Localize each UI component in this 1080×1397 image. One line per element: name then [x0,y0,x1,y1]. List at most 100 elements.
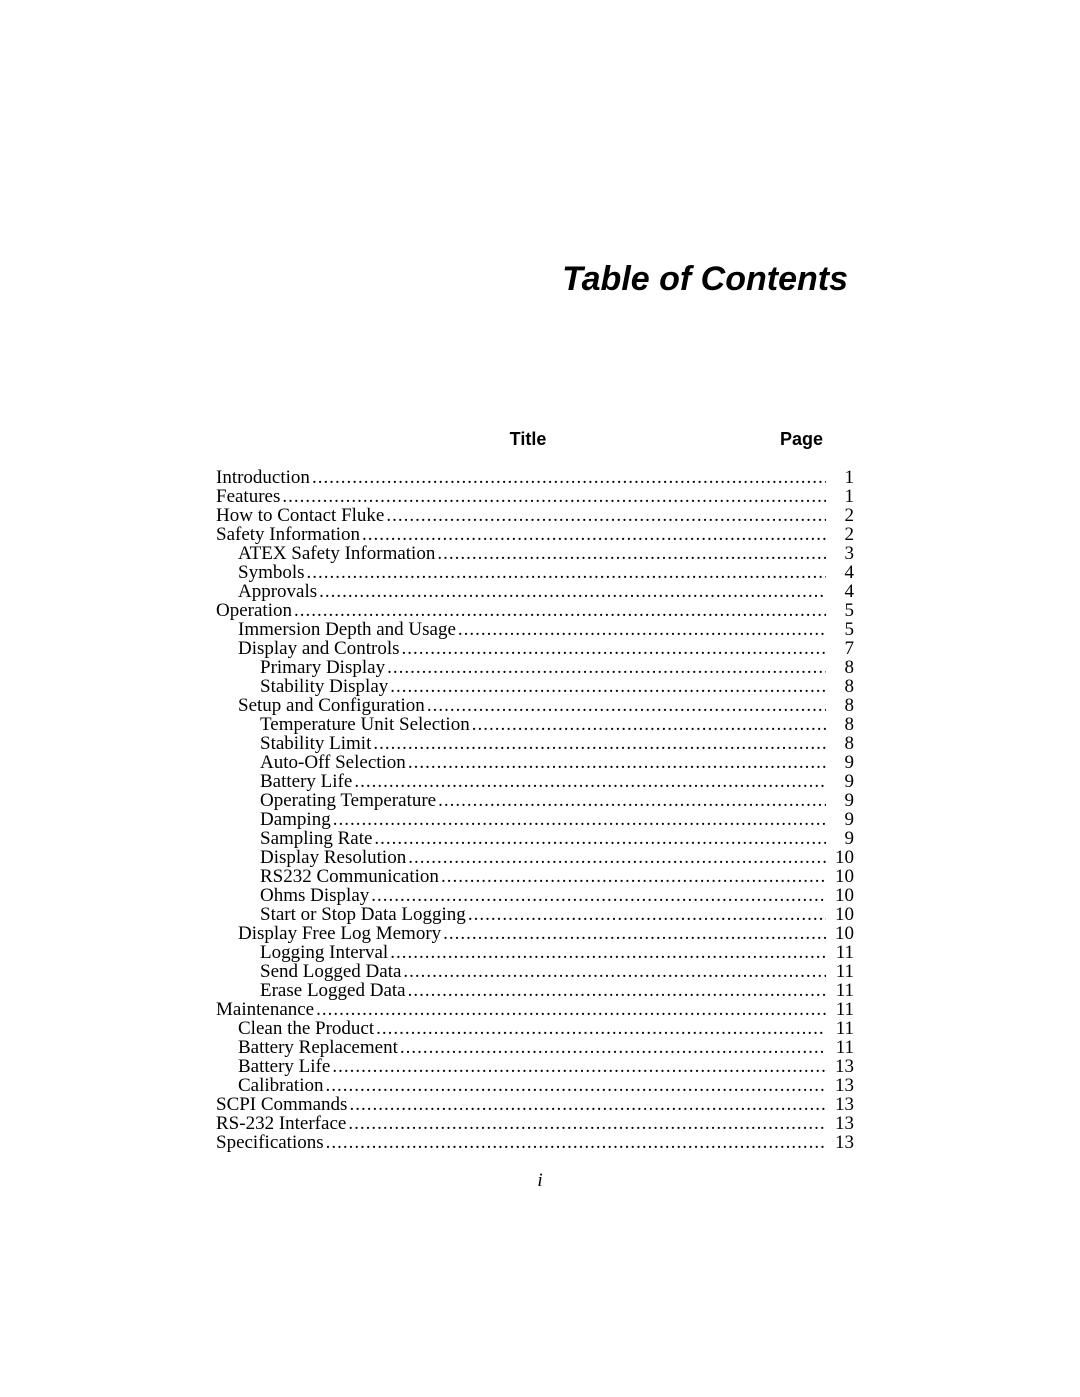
toc-leader-dots [374,1019,826,1038]
toc-leader-dots [310,468,826,487]
toc-entry-label: Logging Interval [216,943,388,962]
toc-entry-page: 11 [826,981,860,1000]
toc-row: How to Contact Fluke2 [216,506,860,525]
toc-row: Stability Display8 [216,677,860,696]
toc-row: Setup and Configuration 8 [216,696,860,715]
toc-entry-page: 13 [826,1114,860,1133]
toc-entry-label: ATEX Safety Information [216,544,435,563]
toc-row: Clean the Product11 [216,1019,860,1038]
toc-leader-dots [360,525,826,544]
toc-entry-label: Erase Logged Data [216,981,406,1000]
toc-row: Battery Life9 [216,772,860,791]
toc-row: Temperature Unit Selection 8 [216,715,860,734]
toc-row: Display Resolution 10 [216,848,860,867]
toc-row: Stability Limit 8 [216,734,860,753]
toc-leader-dots [436,791,826,810]
toc-entry-page: 13 [826,1076,860,1095]
toc-entry-label: Display Free Log Memory [216,924,441,943]
toc-row: Battery Life13 [216,1057,860,1076]
page-title: Table of Contents [216,260,860,299]
toc-leader-dots [346,1114,826,1133]
toc-leader-dots [406,753,826,772]
toc-entry-label: Battery Life [216,772,352,791]
toc-entry-page: 10 [826,924,860,943]
toc-entry-label: Start or Stop Data Logging [216,905,466,924]
toc-leader-dots [439,867,826,886]
toc-leader-dots [400,639,827,658]
toc-entry-page: 9 [826,810,860,829]
toc-entry-label: Ohms Display [216,886,369,905]
toc-leader-dots [384,506,826,525]
toc-entry-page: 13 [826,1095,860,1114]
toc-entry-label: Damping [216,810,331,829]
toc-leader-dots [401,962,826,981]
toc-leader-dots [398,1038,826,1057]
toc-row: Primary Display8 [216,658,860,677]
toc-row: Logging Interval11 [216,943,860,962]
page-number: i [0,1170,1080,1192]
toc-entry-page: 2 [826,506,860,525]
toc-entry-page: 11 [826,1038,860,1057]
toc-entry-label: Maintenance [216,1000,314,1019]
toc-entry-page: 8 [826,734,860,753]
toc-entry-page: 10 [826,848,860,867]
toc-leader-dots [317,582,826,601]
toc-entry-label: Safety Information [216,525,360,544]
toc-entry-label: Auto-Off Selection [216,753,406,772]
toc-entry-page: 9 [826,829,860,848]
toc-row: Approvals4 [216,582,860,601]
toc-leader-dots [372,829,826,848]
toc-entry-page: 8 [826,677,860,696]
toc-row: Operating Temperature9 [216,791,860,810]
toc-row: Start or Stop Data Logging10 [216,905,860,924]
toc-leader-dots [292,601,826,620]
toc-entry-label: Sampling Rate [216,829,372,848]
toc-entry-page: 10 [826,867,860,886]
toc-row: SCPI Commands 13 [216,1095,860,1114]
toc-entry-page: 11 [826,1019,860,1038]
toc-entry-page: 8 [826,715,860,734]
toc-entry-page: 11 [826,962,860,981]
toc-list: Introduction1Features1How to Contact Flu… [216,468,860,1152]
toc-entry-page: 5 [826,620,860,639]
toc-leader-dots [324,1133,826,1152]
toc-row: Symbols4 [216,563,860,582]
toc-entry-page: 8 [826,696,860,715]
toc-entry-label: Display Resolution [216,848,406,867]
toc-row: Battery Replacement 11 [216,1038,860,1057]
toc-leader-dots [388,943,826,962]
toc-entry-page: 2 [826,525,860,544]
toc-entry-page: 11 [826,1000,860,1019]
toc-row: Specifications13 [216,1133,860,1152]
toc-entry-label: Setup and Configuration [216,696,425,715]
toc-entry-page: 1 [826,487,860,506]
toc-entry-label: Calibration [216,1076,323,1095]
toc-entry-label: Temperature Unit Selection [216,715,470,734]
toc-entry-label: Features [216,487,280,506]
toc-entry-label: Immersion Depth and Usage [216,620,456,639]
toc-leader-dots [470,715,826,734]
toc-entry-label: Battery Replacement [216,1038,398,1057]
toc-row: RS-232 Interface13 [216,1114,860,1133]
toc-row: Display and Controls7 [216,639,860,658]
toc-entry-label: Display and Controls [216,639,400,658]
toc-entry-page: 4 [826,563,860,582]
toc-row: Maintenance 11 [216,1000,860,1019]
toc-entry-label: Send Logged Data [216,962,401,981]
toc-row: Features 1 [216,487,860,506]
toc-row: Erase Logged Data 11 [216,981,860,1000]
toc-row: Calibration 13 [216,1076,860,1095]
toc-entry-label: Primary Display [216,658,385,677]
toc-leader-dots [441,924,826,943]
toc-entry-label: Stability Limit [216,734,371,753]
toc-row: ATEX Safety Information 3 [216,544,860,563]
toc-entry-page: 9 [826,791,860,810]
document-page: Table of Contents Title Page Introductio… [0,0,1080,1397]
toc-header-title: Title [216,429,780,450]
toc-entry-label: SCPI Commands [216,1095,347,1114]
toc-entry-page: 3 [826,544,860,563]
toc-entry-page: 9 [826,753,860,772]
toc-entry-label: Approvals [216,582,317,601]
toc-entry-page: 1 [826,468,860,487]
toc-row: Operation5 [216,601,860,620]
